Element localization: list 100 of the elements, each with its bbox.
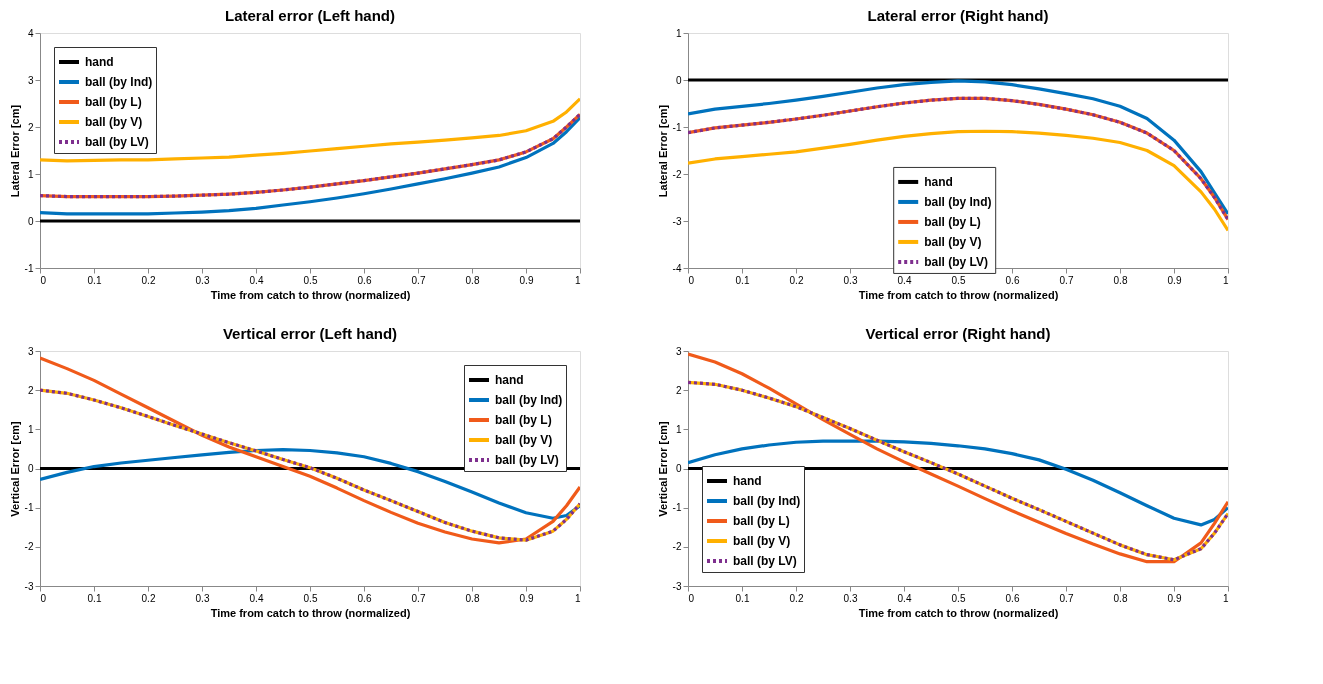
y-tick-label: -2	[672, 168, 682, 180]
y-tick-label: 2	[675, 384, 682, 396]
y-tick-label: 1	[675, 27, 682, 39]
legend-label: ball (by L)	[495, 413, 552, 427]
x-tick-label: 0.6	[1005, 274, 1020, 286]
x-tick-label: 0.7	[411, 274, 426, 286]
y-tick-label: -2	[672, 541, 682, 553]
legend-label: ball (by L)	[924, 214, 981, 229]
legend-label: ball (by V)	[495, 433, 553, 447]
legend-label: hand	[85, 55, 114, 69]
x-tick-label: 0.3	[195, 274, 210, 286]
x-tick-label: 1	[574, 274, 581, 286]
legend-label: hand	[733, 474, 762, 488]
x-tick-label: 0.8	[1113, 274, 1128, 286]
legend-label: ball (by Ind)	[85, 75, 153, 89]
y-tick-label: -4	[672, 262, 682, 274]
x-tick-label: 0.9	[1167, 592, 1182, 604]
y-axis-title: Lateral Error [cm]	[8, 104, 21, 198]
legend-label: ball (by L)	[733, 514, 790, 528]
y-tick-label: 0	[27, 463, 34, 474]
x-tick-label: 0.4	[897, 274, 912, 286]
y-tick-label: 2	[27, 384, 34, 396]
y-tick-label: 1	[27, 168, 34, 180]
y-tick-label: -1	[672, 502, 682, 514]
legend-label: ball (by V)	[85, 115, 143, 129]
x-tick-label: 0.8	[465, 592, 480, 604]
x-tick-label: 0.2	[141, 592, 156, 604]
y-tick-label: 1	[27, 423, 34, 435]
x-tick-label: 1	[1222, 592, 1229, 604]
y-axis-title: Vertical Error [cm]	[8, 420, 21, 517]
x-tick-label: 0.4	[249, 274, 264, 286]
x-tick-label: 0.5	[303, 274, 318, 286]
x-tick-label: 0	[40, 274, 47, 286]
x-tick-label: 0.1	[87, 274, 102, 286]
x-tick-label: 0.3	[843, 592, 858, 604]
x-tick-label: 0.8	[465, 274, 480, 286]
legend-label: ball (by V)	[924, 234, 982, 249]
legend-label: ball (by Ind)	[495, 393, 563, 407]
legend-label: ball (by V)	[733, 534, 791, 548]
x-tick-label: 0.9	[1167, 274, 1182, 286]
y-axis-title: Vertical Error [cm]	[656, 420, 669, 517]
x-tick-label: 0.1	[87, 592, 102, 604]
x-tick-label: 0.5	[303, 592, 318, 604]
legend-label: hand	[924, 174, 953, 189]
x-tick-label: 0.3	[195, 592, 210, 604]
y-tick-label: 0	[675, 74, 682, 86]
x-tick-label: 0	[688, 592, 695, 604]
legend-label: ball (by LV)	[924, 254, 988, 269]
legend-label: ball (by L)	[85, 95, 142, 109]
y-tick-label: 0	[675, 463, 682, 474]
y-tick-label: -3	[672, 580, 682, 592]
legend-label: ball (by LV)	[85, 135, 149, 149]
y-tick-label: -1	[24, 502, 34, 514]
x-tick-label: 0.5	[951, 274, 966, 286]
legend-label: ball (by Ind)	[733, 494, 801, 508]
x-tick-label: 0.9	[519, 274, 534, 286]
y-tick-label: -3	[24, 580, 34, 592]
chart-title: Vertical error (Left hand)	[222, 325, 398, 342]
x-tick-label: 1	[1222, 274, 1229, 286]
x-tick-label: 0.7	[1059, 274, 1074, 286]
x-tick-label: 0.1	[735, 274, 750, 286]
chart-title: Vertical error (Right hand)	[865, 325, 1051, 342]
x-tick-label: 0.5	[951, 592, 966, 604]
legend-label: ball (by LV)	[733, 554, 797, 568]
x-tick-label: 0.6	[1005, 592, 1020, 604]
y-tick-label: 2	[27, 121, 34, 133]
x-tick-label: 0.7	[411, 592, 426, 604]
x-tick-label: 0.4	[897, 592, 912, 604]
y-axis-title: Lateral Error [cm]	[656, 104, 669, 198]
x-axis-title: Time from catch to throw (normalized)	[858, 606, 1059, 619]
x-tick-label: 0.4	[249, 592, 264, 604]
x-tick-label: 1	[574, 592, 581, 604]
y-tick-label: 4	[27, 27, 34, 39]
y-tick-label: -1	[24, 262, 34, 274]
chart-title: Lateral error (Right hand)	[867, 7, 1049, 24]
y-tick-label: 0	[27, 215, 34, 227]
x-axis-title: Time from catch to throw (normalized)	[210, 288, 411, 301]
legend-label: hand	[495, 373, 524, 387]
y-tick-label: 3	[27, 74, 34, 86]
x-tick-label: 0.8	[1113, 592, 1128, 604]
y-tick-label: -1	[672, 121, 682, 133]
y-tick-label: 3	[675, 345, 682, 357]
y-tick-label: 1	[675, 423, 682, 435]
y-tick-label: -2	[24, 541, 34, 553]
y-tick-label: -3	[672, 215, 682, 227]
legend-label: ball (by Ind)	[924, 194, 992, 209]
x-tick-label: 0	[40, 592, 47, 604]
y-tick-label: 3	[27, 345, 34, 357]
legend-label: ball (by LV)	[495, 453, 559, 467]
x-tick-label: 0.6	[357, 274, 372, 286]
x-tick-label: 0.3	[843, 274, 858, 286]
x-tick-label: 0.6	[357, 592, 372, 604]
x-axis-title: Time from catch to throw (normalized)	[858, 288, 1059, 301]
x-tick-label: 0.9	[519, 592, 534, 604]
x-tick-label: 0	[688, 274, 695, 286]
chart-title: Lateral error (Left hand)	[224, 7, 396, 24]
x-tick-label: 0.1	[735, 592, 750, 604]
x-tick-label: 0.2	[789, 592, 804, 604]
x-tick-label: 0.2	[789, 274, 804, 286]
x-tick-label: 0.7	[1059, 592, 1074, 604]
